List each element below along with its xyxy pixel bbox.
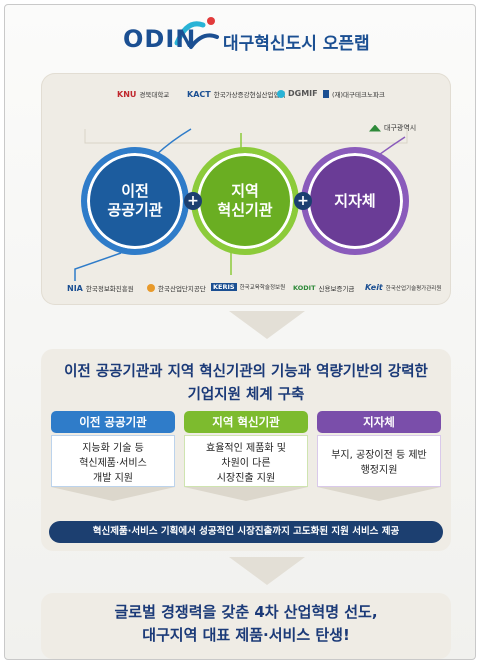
column-line: 혁신제품·서비스 [79,458,147,469]
outcome-line: 글로벌 경쟁력을 갖춘 4차 산업혁명 선도, [114,603,378,621]
down-arrow-icon [229,557,305,585]
partner-dgmif: DGMIF [277,89,318,98]
column-body-government: 부지, 공장이전 등 제반 행정지원 [317,435,441,487]
column-line: 효율적인 제품화 및 [206,443,286,454]
circle-innovation-agencies: 지역 혁신기관 [191,147,299,255]
circle-local-government: 지자체 [301,147,409,255]
dgmif-logo-mark: DGMIF [288,89,318,98]
column-header-innovation: 지역 혁신기관 [184,411,308,433]
odin-logo: ODIN [123,25,197,53]
partner-name: 대구광역시 [384,124,417,132]
outcome-text: 글로벌 경쟁력을 갖춘 4차 산업혁명 선도, 대구지역 대표 제품·서비스 탄… [41,601,451,647]
down-arrow-icon [229,311,305,339]
partner-keit: Keit 한국산업기술평가관리원 [365,283,441,292]
plus-icon: + [294,192,312,210]
knu-logo-mark: KNU [117,89,137,99]
page-title: 대구혁신도시 오픈랩 [223,34,370,54]
partner-name: 한국정보화진흥원 [85,285,134,293]
headline-line: 이전 공공기관과 지역 혁신기관의 기능과 역량기반의 강력한 [64,364,428,380]
outcome-line: 대구지역 대표 제품·서비스 탄생! [142,626,350,644]
partner-name: 신용보증기금 [318,285,355,293]
column-line: 차원이 다른 [221,458,271,469]
chevron-down-icon [317,487,441,501]
outcome-panel: 글로벌 경쟁력을 갖춘 4차 산업혁명 선도, 대구지역 대표 제품·서비스 탄… [41,593,451,659]
partner-nia: NIA 한국정보화진흥원 [67,283,134,294]
infographic-frame: ODIN 대구혁신도시 오픈랩 KNU 경북대학교 KACT 한국가상증강현실산… [4,4,476,660]
keris-logo-mark: KERIS [211,283,237,291]
chevron-down-icon [184,487,308,501]
odin-swoosh-icon [174,17,219,49]
partner-keris: KERIS 한국교육학술정보원 [211,283,285,291]
partner-kodit: KODIT 신용보증기금 [293,283,354,293]
circle-public-agencies: 이전 공공기관 [81,147,189,255]
kicox-icon [147,284,155,292]
circle-line: 공공기관 [107,201,163,219]
daegu-city-icon [369,124,381,132]
circle-line: 지자체 [334,191,376,210]
partner-daegu-city: 대구광역시 [369,123,416,133]
headline-line: 기업지원 체계 구축 [187,387,305,403]
partner-knu: KNU 경북대학교 [117,89,170,100]
kodit-logo-mark: KODIT [293,284,316,292]
column-header-government: 지자체 [317,411,441,433]
dtp-icon [323,90,329,98]
support-system-panel: 이전 공공기관과 지역 혁신기관의 기능과 역량기반의 강력한 기업지원 체계 … [41,349,451,551]
column-line: 개발 지원 [93,473,133,484]
column-body-public: 지능화 기술 등 혁신제품·서비스 개발 지원 [51,435,175,487]
partner-name: 경북대학교 [139,91,170,99]
column-line: 부지, 공장이전 등 제반 [331,450,427,461]
support-headline: 이전 공공기관과 지역 혁신기관의 기능과 역량기반의 강력한 기업지원 체계 … [41,361,451,407]
keit-logo-mark: Keit [365,283,383,292]
column-header-public: 이전 공공기관 [51,411,175,433]
circle-line: 지역 [231,182,259,200]
partner-name: 한국산업단지공단 [158,285,206,293]
nia-logo-mark: NIA [67,283,83,293]
plus-icon: + [184,192,202,210]
partner-kicox: 한국산업단지공단 [147,283,206,293]
partner-name: (재)대구테크노파크 [332,91,385,99]
service-bar: 혁신제품·서비스 기획에서 성공적인 시장진출까지 고도화된 지원 서비스 제공 [49,521,443,543]
circle-line: 이전 [121,182,149,200]
partner-name: 한국산업기술평가관리원 [385,285,442,292]
partner-dtp: (재)대구테크노파크 [323,89,385,99]
dgmif-icon [277,89,285,98]
circle-line: 혁신기관 [217,201,273,219]
kact-logo-mark: KACT [187,89,211,99]
partner-name: 한국가상증강현실산업협회 [213,91,286,99]
partner-name: 한국교육학술정보원 [239,285,286,291]
chevron-down-icon [51,487,175,501]
column-line: 행정지원 [360,465,398,476]
partner-kact: KACT 한국가상증강현실산업협회 [187,89,286,100]
column-line: 시장진출 지원 [216,473,276,484]
column-line: 지능화 기술 등 [82,443,144,454]
column-body-innovation: 효율적인 제품화 및 차원이 다른 시장진출 지원 [184,435,308,487]
